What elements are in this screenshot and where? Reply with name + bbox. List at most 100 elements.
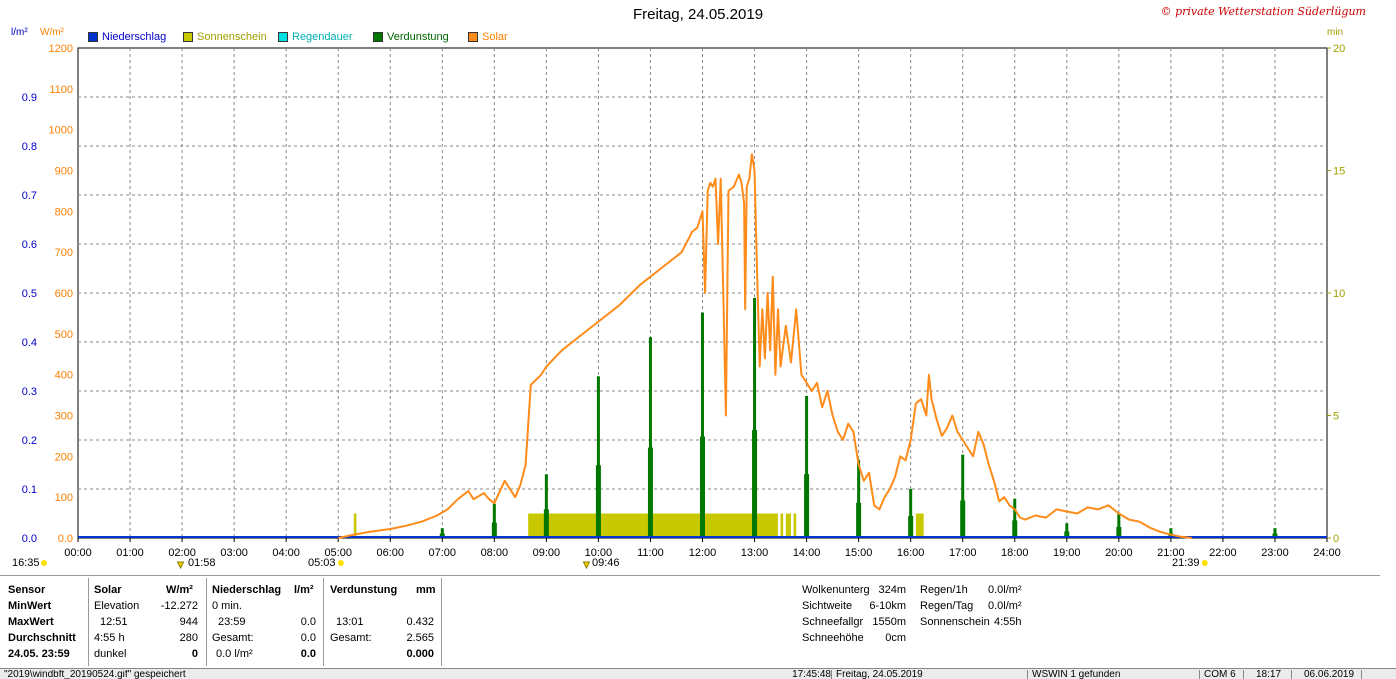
legend-label: Verdunstung <box>387 31 449 43</box>
sunshine-label: Sonnenschein <box>920 616 990 628</box>
left-unit-rain: l/m² <box>11 27 28 38</box>
weather-chart: 0.00.10.20.30.40.50.60.70.80.90.01002003… <box>22 43 1345 570</box>
solar-max-value: 944 <box>179 616 198 628</box>
legend-label: Solar <box>482 31 508 43</box>
x-tick-label: 02:00 <box>168 547 196 559</box>
legend-label: Sonnenschein <box>197 31 267 43</box>
evaporation-bar <box>1117 513 1121 538</box>
sensor-header: Sensor <box>8 584 46 596</box>
evaporation-bar <box>491 522 497 538</box>
evaporation-bar <box>857 459 861 538</box>
row-label-max: MaxWert <box>8 616 54 628</box>
status-today: 06.06.2019 <box>1300 670 1362 679</box>
x-tick-label: 08:00 <box>481 547 509 559</box>
evap-total-value: 2.565 <box>406 632 434 644</box>
evap-unit: mm <box>416 584 436 596</box>
marker-sunrise: 05:03 <box>308 557 336 569</box>
evaporation-bar <box>752 429 758 538</box>
snowdepth-label: Schneehöhe <box>802 632 864 644</box>
chart-title: Freitag, 24.05.2019 <box>632 6 764 23</box>
rain-total-value: 0.0 <box>300 632 316 644</box>
marker-left-time: 16:35 <box>12 557 40 569</box>
evaporation-bar <box>960 500 966 538</box>
rain-total-label: Gesamt: <box>212 632 254 644</box>
rain-max-time: 23:59 <box>218 616 246 628</box>
evaporation-bar <box>1116 526 1122 538</box>
x-tick-label: 10:00 <box>585 547 613 559</box>
solar-max-time: 12:51 <box>100 616 128 628</box>
y-tick-solar: 700 <box>55 247 73 259</box>
evaporation-bar <box>856 502 862 538</box>
legend-item: Verdunstung <box>373 31 449 43</box>
y-tick-rain: 0.0 <box>22 533 37 545</box>
legend-swatch <box>183 32 193 42</box>
y-tick-solar: 800 <box>55 206 73 218</box>
rain-hour-value: 0.0l/m² <box>988 584 1022 596</box>
right-unit-minutes: min <box>1327 27 1344 38</box>
y-tick-rain: 0.2 <box>22 435 37 447</box>
table-divider <box>0 575 1380 576</box>
y-tick-solar: 300 <box>55 411 73 423</box>
evaporation-bar <box>1064 531 1070 538</box>
x-tick-label: 00:00 <box>64 547 92 559</box>
y-tick-minutes: 15 <box>1333 166 1345 178</box>
evaporation-bar <box>908 515 914 538</box>
cloudbase-value: 324m <box>878 584 906 596</box>
rain-max-value: 0.0 <box>300 616 316 628</box>
evaporation-bar <box>1169 528 1173 538</box>
evaporation-bar <box>543 509 549 538</box>
solar-min-label: Elevation <box>94 600 140 612</box>
evaporation-bar <box>1168 533 1174 538</box>
evaporation-bar <box>1013 498 1017 538</box>
sunshine-value: 4:55h <box>994 616 1022 628</box>
left-unit-solar: W/m² <box>40 27 64 38</box>
table-col-divider <box>88 578 89 666</box>
row-label-current: 24.05. 23:59 <box>8 648 70 660</box>
sunset-dot <box>1201 560 1208 566</box>
y-tick-solar: 400 <box>55 370 73 382</box>
copyright-text: © private Wetterstation Süderlügum <box>1160 5 1366 18</box>
status-date: Freitag, 24.05.2019 <box>832 670 1028 679</box>
legend-label: Niederschlag <box>102 31 167 43</box>
y-tick-solar: 1200 <box>49 43 73 55</box>
y-tick-rain: 0.5 <box>22 288 37 300</box>
snowline-value: 1550m <box>872 616 906 628</box>
y-tick-minutes: 5 <box>1333 411 1339 423</box>
rain-min-label: 0 min. <box>212 600 242 612</box>
legend-item: Niederschlag <box>88 31 166 43</box>
sunshine-bar <box>785 513 791 538</box>
y-tick-rain: 0.8 <box>22 141 37 153</box>
legend-swatch <box>373 32 383 42</box>
rain-current-value: 0.0 <box>300 648 316 660</box>
solar-current-value: 0 <box>191 648 198 660</box>
x-tick-label: 14:00 <box>793 547 821 559</box>
x-tick-label: 20:00 <box>1105 547 1133 559</box>
y-tick-rain: 0.7 <box>22 190 37 202</box>
sunrise-dot <box>337 560 344 566</box>
rain-day-value: 0.0l/m² <box>988 600 1022 612</box>
marker-sunset: 21:39 <box>1172 557 1200 569</box>
row-label-min: MinWert <box>8 600 52 612</box>
marker-max-time: 09:46 <box>592 557 620 569</box>
x-tick-label: 19:00 <box>1053 547 1081 559</box>
x-tick-label: 07:00 <box>429 547 457 559</box>
x-tick-label: 17:00 <box>949 547 977 559</box>
status-wswin: WSWIN 1 gefunden <box>1028 670 1200 679</box>
y-tick-solar: 0.0 <box>58 533 73 545</box>
sunshine-bar <box>915 513 924 538</box>
y-tick-solar: 100 <box>55 492 73 504</box>
y-tick-solar: 200 <box>55 451 73 463</box>
solar-current-label: dunkel <box>94 648 127 660</box>
evaporation-bar <box>544 474 548 538</box>
x-tick-label: 22:00 <box>1209 547 1237 559</box>
y-tick-rain: 0.9 <box>22 92 37 104</box>
evaporation-bar <box>1012 520 1018 538</box>
x-tick-label: 18:00 <box>1001 547 1029 559</box>
x-tick-label: 06:00 <box>376 547 404 559</box>
legend-item: Regendauer <box>278 31 353 43</box>
row-label-avg: Durchschnitt <box>8 632 76 644</box>
table-col-divider <box>441 578 442 666</box>
snowdepth-value: 0cm <box>885 632 906 644</box>
evap-header: Verdunstung <box>330 584 398 596</box>
evap-total-label: Gesamt: <box>330 632 372 644</box>
